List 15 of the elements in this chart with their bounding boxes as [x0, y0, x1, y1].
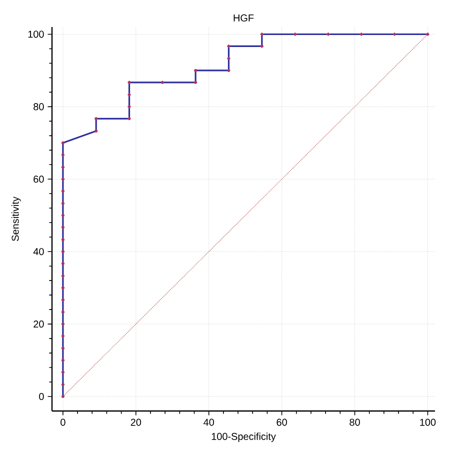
x-tick-label: 0: [60, 418, 66, 426]
y-tick-label: 0: [39, 392, 44, 400]
x-tick-label: 60: [276, 418, 287, 426]
x-tick-label: 40: [204, 418, 214, 426]
y-tick-label: 20: [34, 320, 44, 328]
y-axis-title: Sensitivity: [11, 196, 21, 241]
y-tick-label: 40: [33, 248, 44, 256]
y-tick-label: 100: [28, 30, 44, 38]
x-tick-label: 100: [420, 418, 436, 426]
y-tick-label: 60: [34, 176, 44, 183]
x-axis-title: 100-Specificity: [212, 432, 276, 442]
chart-title: HGF: [234, 14, 254, 22]
x-tick-label: 80: [350, 418, 360, 426]
y-tick-label: 80: [34, 103, 44, 110]
x-tick-label: 20: [130, 418, 142, 426]
